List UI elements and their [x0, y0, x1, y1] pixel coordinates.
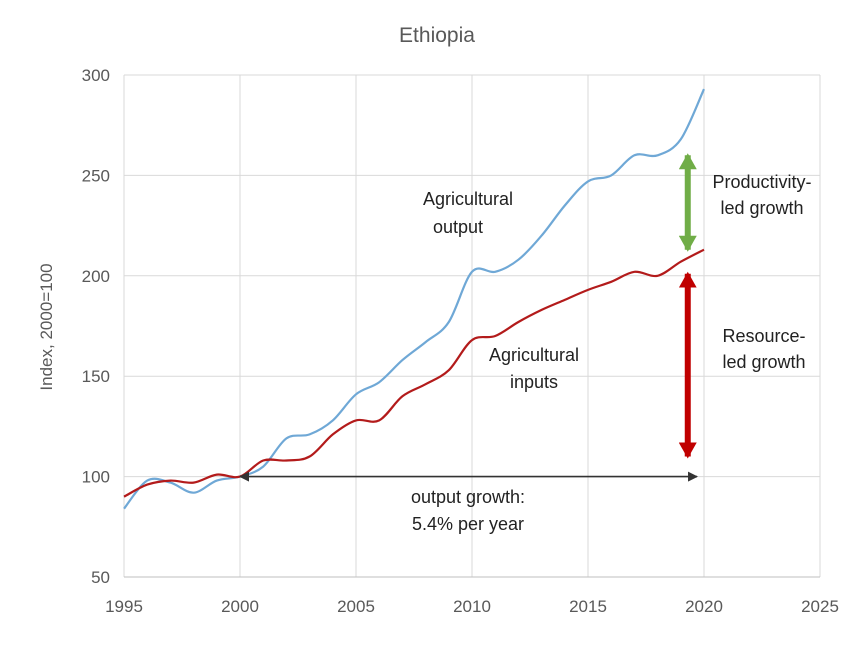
y-tick-label: 50 [91, 568, 110, 587]
inputs-series-line [123, 248, 705, 498]
y-tick-label: 100 [82, 468, 110, 487]
inputs-label-line2: inputs [510, 372, 558, 392]
chart-title: Ethiopia [399, 24, 475, 47]
x-tick-label: 2020 [685, 597, 723, 616]
output-series-line [123, 88, 705, 510]
output-label-line2: output [433, 217, 483, 237]
y-tick-label: 300 [82, 66, 110, 85]
x-tick-label: 2000 [221, 597, 259, 616]
inputs-label-line1: Agricultural [489, 345, 579, 365]
resource-label-line1: Resource- [722, 326, 805, 346]
productivity-label-line1: Productivity- [712, 172, 811, 192]
growth-label-line2: 5.4% per year [412, 514, 524, 534]
x-tick-label: 2015 [569, 597, 607, 616]
y-tick-label: 150 [82, 367, 110, 386]
growth-label-line1: output growth: [411, 487, 525, 507]
annotation-arrows [239, 153, 699, 482]
y-axis-label: Index, 2000=100 [37, 263, 56, 390]
productivity-label-line2: led growth [720, 198, 803, 218]
resource-label-line2: led growth [722, 352, 805, 372]
x-tick-label: 2005 [337, 597, 375, 616]
series-lines [123, 88, 705, 510]
x-tick-label: 1995 [105, 597, 143, 616]
y-tick-label: 250 [82, 166, 110, 185]
x-tick-label: 2025 [801, 597, 839, 616]
x-tick-label: 2010 [453, 597, 491, 616]
output-label-line1: Agricultural [423, 189, 513, 209]
y-tick-label: 200 [82, 267, 110, 286]
axes: 50 100 150 200 250 300 1995 2000 2005 2010 2015 202… [82, 66, 839, 616]
